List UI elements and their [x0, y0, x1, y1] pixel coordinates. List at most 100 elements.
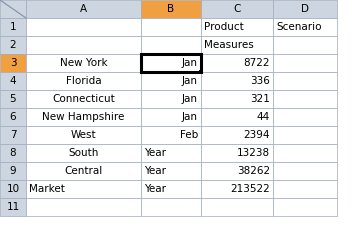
Bar	[273, 72, 337, 90]
Text: New Hampshire: New Hampshire	[42, 112, 125, 122]
Bar	[26, 126, 141, 144]
Text: 8722: 8722	[244, 58, 270, 68]
Bar	[201, 108, 273, 126]
Bar	[26, 108, 141, 126]
Text: South: South	[68, 148, 99, 158]
Bar	[201, 198, 273, 216]
Bar	[0, 90, 26, 108]
Bar	[201, 72, 273, 90]
Bar	[141, 126, 201, 144]
Text: Market: Market	[29, 184, 65, 194]
Text: Jan: Jan	[182, 94, 198, 104]
Text: Measures: Measures	[204, 40, 254, 50]
Text: 7: 7	[10, 130, 16, 140]
Bar	[26, 72, 141, 90]
Bar	[273, 180, 337, 198]
Bar	[201, 18, 273, 36]
Text: Scenario: Scenario	[276, 22, 321, 32]
Text: A: A	[80, 4, 87, 14]
Text: Year: Year	[144, 148, 166, 158]
Bar	[0, 108, 26, 126]
Bar	[26, 90, 141, 108]
Text: Year: Year	[144, 184, 166, 194]
Bar	[141, 54, 201, 72]
Bar	[0, 0, 26, 18]
Text: 10: 10	[6, 184, 20, 194]
Text: 4: 4	[10, 76, 16, 86]
Bar	[26, 180, 141, 198]
Bar	[0, 36, 26, 54]
Bar	[26, 144, 141, 162]
Text: 3: 3	[10, 58, 16, 68]
Bar	[201, 162, 273, 180]
Bar	[0, 144, 26, 162]
Bar	[141, 180, 201, 198]
Bar	[273, 36, 337, 54]
Text: 336: 336	[250, 76, 270, 86]
Bar	[26, 0, 141, 18]
Bar	[201, 180, 273, 198]
Bar	[199, 70, 203, 74]
Bar	[141, 90, 201, 108]
Text: 2394: 2394	[244, 130, 270, 140]
Bar	[201, 54, 273, 72]
Bar	[273, 0, 337, 18]
Text: 44: 44	[257, 112, 270, 122]
Text: Jan: Jan	[182, 112, 198, 122]
Bar	[0, 162, 26, 180]
Text: 5: 5	[10, 94, 16, 104]
Text: C: C	[233, 4, 241, 14]
Bar	[141, 198, 201, 216]
Text: 213522: 213522	[230, 184, 270, 194]
Text: 9: 9	[10, 166, 16, 176]
Bar	[273, 108, 337, 126]
Bar	[273, 18, 337, 36]
Text: Connecticut: Connecticut	[52, 94, 115, 104]
Bar	[0, 126, 26, 144]
Bar	[0, 18, 26, 36]
Bar	[26, 54, 141, 72]
Bar	[201, 144, 273, 162]
Bar	[201, 90, 273, 108]
Bar	[0, 54, 26, 72]
Text: Year: Year	[144, 166, 166, 176]
Bar	[26, 18, 141, 36]
Text: Jan: Jan	[182, 76, 198, 86]
Text: Product: Product	[204, 22, 244, 32]
Text: 38262: 38262	[237, 166, 270, 176]
Bar	[141, 162, 201, 180]
Bar	[141, 54, 201, 72]
Bar	[273, 144, 337, 162]
Text: Central: Central	[64, 166, 103, 176]
Bar	[273, 162, 337, 180]
Text: 321: 321	[250, 94, 270, 104]
Bar	[273, 90, 337, 108]
Text: 1: 1	[10, 22, 16, 32]
Bar	[141, 144, 201, 162]
Bar	[141, 72, 201, 90]
Text: New York: New York	[60, 58, 107, 68]
Bar	[201, 126, 273, 144]
Text: 2: 2	[10, 40, 16, 50]
Bar	[26, 198, 141, 216]
Text: D: D	[301, 4, 309, 14]
Bar	[273, 126, 337, 144]
Text: B: B	[168, 4, 175, 14]
Bar	[141, 0, 201, 18]
Bar	[0, 72, 26, 90]
Bar	[26, 162, 141, 180]
Text: Feb: Feb	[180, 130, 198, 140]
Bar	[201, 36, 273, 54]
Bar	[141, 18, 201, 36]
Bar	[201, 0, 273, 18]
Bar	[26, 36, 141, 54]
Bar	[0, 180, 26, 198]
Bar	[273, 54, 337, 72]
Text: 13238: 13238	[237, 148, 270, 158]
Bar	[273, 198, 337, 216]
Bar	[0, 198, 26, 216]
Text: 6: 6	[10, 112, 16, 122]
Text: Florida: Florida	[66, 76, 101, 86]
Text: 11: 11	[6, 202, 20, 212]
Bar	[141, 36, 201, 54]
